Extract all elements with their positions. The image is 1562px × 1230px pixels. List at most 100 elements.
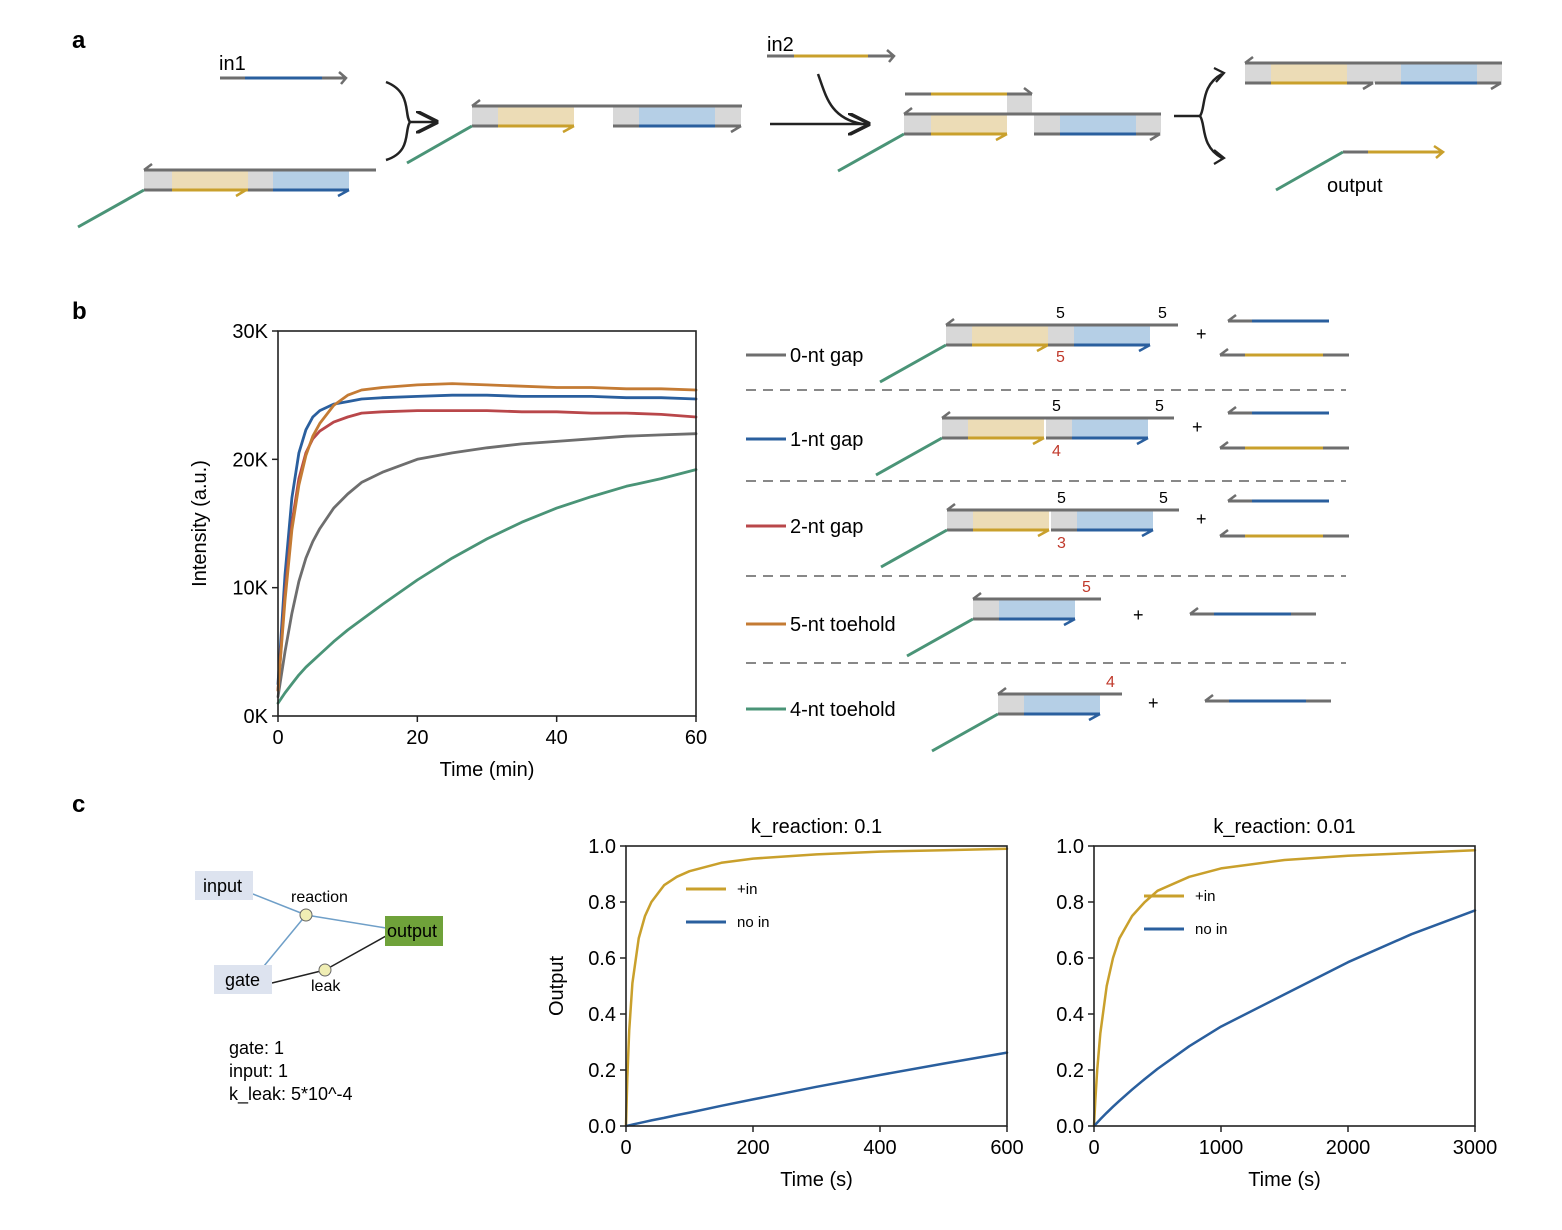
series-line — [276, 468, 698, 705]
reaction-node — [299, 908, 313, 922]
x-tick-label: 400 — [863, 1137, 896, 1159]
legend-row-0nt: 0-nt gap 5 5 5 + — [746, 305, 1349, 384]
y-tick-label: 0.4 — [1056, 1004, 1084, 1026]
in2-strand: in2 — [767, 34, 896, 63]
x-tick-label: 0 — [272, 727, 283, 749]
y-tick-label: 0.6 — [1056, 948, 1084, 970]
legend-label: 4-nt toehold — [790, 699, 896, 721]
output-label: output — [1327, 175, 1383, 197]
series-line — [1092, 848, 1477, 1128]
legend-label: no in — [1195, 921, 1228, 938]
y-tick-label: 0K — [244, 706, 269, 728]
legend-label: +in — [737, 881, 757, 898]
output-node — [385, 916, 443, 946]
plot-frame — [625, 845, 1008, 1127]
x-axis-label: Time (s) — [1248, 1169, 1321, 1191]
reaction-network: input gate output reaction leak gate: 1 … — [195, 871, 443, 1105]
x-tick-label: 0 — [1088, 1137, 1099, 1159]
y-tick-label: 20K — [232, 449, 268, 471]
y-tick-label: 0.4 — [588, 1004, 616, 1026]
y-axis-label: Output — [546, 956, 568, 1016]
leak-node — [318, 963, 332, 977]
toehold-length-label: 5 — [1082, 579, 1091, 596]
kinetics-chart-k001: 0 1000 2000 3000 0.0 0.2 0.4 0.6 0.8 1.0 Time (s) k… — [1056, 816, 1497, 1191]
y-tick-label: 0.0 — [1056, 1116, 1084, 1138]
panel-b-letter: b — [72, 298, 87, 325]
domain-length-label: 5 — [1056, 305, 1065, 322]
panel-a-letter: a — [72, 27, 86, 54]
input-node — [195, 871, 253, 900]
domain-length-label: 5 — [1057, 490, 1066, 507]
domain-length-label: 5 — [1159, 490, 1168, 507]
y-tick-label: 10K — [232, 578, 268, 600]
gap-length-label: 4 — [1052, 443, 1061, 460]
legend-label: 2-nt gap — [790, 516, 863, 538]
series-line — [624, 847, 1009, 1128]
series-line — [1092, 909, 1477, 1128]
y-tick-label: 0.2 — [588, 1060, 616, 1082]
in1-strand: in1 — [219, 53, 348, 85]
y-tick-label: 1.0 — [588, 836, 616, 858]
legend-row-4nt-toehold: 4-nt toehold 4 + — [746, 674, 1331, 753]
in1-label: in1 — [219, 53, 246, 75]
plus-sign: + — [1196, 324, 1207, 344]
param-k-leak: k_leak: 5*10^-4 — [229, 1084, 353, 1105]
y-axis-label: Intensity (a.u.) — [189, 460, 211, 587]
x-tick-label: 40 — [546, 727, 568, 749]
in2-label: in2 — [767, 34, 794, 56]
gate-node — [214, 965, 272, 994]
intensity-chart: 0 20 40 60 0K 10K 20K 30K Time (min) Intensity (a… — [189, 321, 707, 781]
y-tick-label: 0.8 — [588, 892, 616, 914]
gate-node-label: gate — [225, 970, 260, 990]
gate-complex-1 — [77, 163, 376, 229]
output-node-label: output — [387, 921, 437, 941]
merge-bracket-1 — [385, 80, 436, 162]
x-tick-label: 600 — [990, 1137, 1023, 1159]
y-tick-label: 0.8 — [1056, 892, 1084, 914]
legend-row-2nt: 2-nt gap 5 5 3 + — [746, 490, 1349, 569]
series-line — [276, 393, 698, 686]
plus-sign: + — [1196, 509, 1207, 529]
chart-title: k_reaction: 0.01 — [1213, 816, 1355, 838]
x-tick-label: 20 — [406, 727, 428, 749]
x-tick-label: 0 — [620, 1137, 631, 1159]
gap-length-label: 3 — [1057, 535, 1066, 552]
legend-label: +in — [1195, 888, 1215, 905]
gap-legend: 0-nt gap 5 5 5 + — [746, 305, 1349, 753]
plus-sign: + — [1148, 693, 1159, 713]
chart-title: k_reaction: 0.1 — [751, 816, 882, 838]
domain-length-label: 5 — [1052, 398, 1061, 415]
plot-frame — [1093, 845, 1476, 1127]
y-tick-label: 30K — [232, 321, 268, 343]
series-line — [276, 382, 698, 692]
legend-label: 1-nt gap — [790, 429, 863, 451]
intermediate-complex — [406, 99, 742, 165]
reaction-arrow-2 — [770, 73, 868, 124]
series-line — [276, 409, 698, 692]
domain-length-label: 5 — [1155, 398, 1164, 415]
gap-length-label: 5 — [1056, 349, 1065, 366]
plus-sign: + — [1133, 605, 1144, 625]
input-node-label: input — [203, 876, 242, 896]
plus-sign: + — [1192, 417, 1203, 437]
x-tick-label: 2000 — [1326, 1137, 1371, 1159]
series-line — [624, 1051, 1009, 1128]
leak-node-label: leak — [311, 978, 341, 995]
legend-label: no in — [737, 914, 770, 931]
output-strand: output — [1275, 144, 1446, 197]
panel-c-letter: c — [72, 791, 85, 818]
domain-length-label: 5 — [1158, 305, 1167, 322]
product-complex — [837, 87, 1161, 173]
legend-row-5nt-toehold: 5-nt toehold 5 + — [746, 579, 1316, 658]
y-tick-label: 0.6 — [588, 948, 616, 970]
x-tick-label: 3000 — [1453, 1137, 1498, 1159]
x-tick-label: 60 — [685, 727, 707, 749]
legend-row-1nt: 1-nt gap 5 5 4 + — [746, 398, 1349, 477]
param-gate: gate: 1 — [229, 1038, 284, 1058]
y-tick-label: 0.2 — [1056, 1060, 1084, 1082]
x-tick-label: 1000 — [1199, 1137, 1244, 1159]
x-axis-label: Time (s) — [780, 1169, 853, 1191]
y-tick-label: 1.0 — [1056, 836, 1084, 858]
param-input: input: 1 — [229, 1061, 288, 1081]
